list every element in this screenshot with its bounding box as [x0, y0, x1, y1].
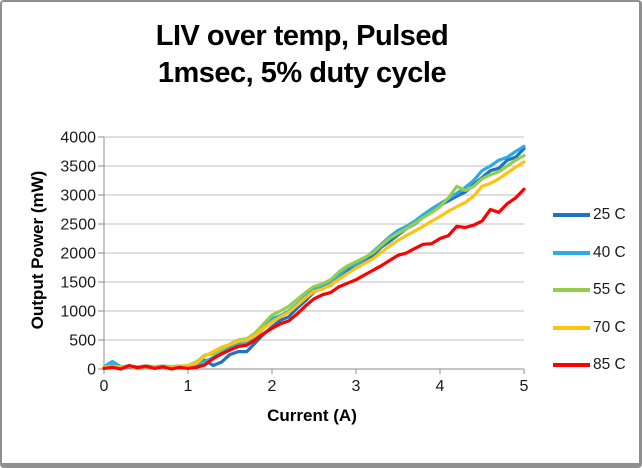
y-tick-label: 2500	[60, 217, 96, 234]
x-tick-label: 5	[520, 378, 529, 395]
series-line-85-c	[102, 187, 526, 371]
x-axis-title: Current (A)	[267, 406, 357, 425]
x-tick-label: 1	[184, 378, 193, 395]
series-line-40-c	[102, 144, 526, 369]
x-tick-label: 4	[436, 378, 445, 395]
x-tick-label: 2	[268, 378, 277, 395]
y-tick-label: 4000	[60, 130, 96, 147]
y-tick-label: 1000	[60, 304, 96, 321]
y-tick-label: 0	[87, 362, 96, 379]
series-line-55-c	[102, 154, 526, 369]
chart-title-line2: 1msec, 5% duty cycle	[157, 57, 447, 89]
x-tick-label: 3	[352, 378, 361, 395]
y-tick-label: 3500	[60, 159, 96, 176]
series-line-25-c	[102, 147, 526, 369]
x-tick-label: 0	[100, 378, 109, 395]
chart-title-line1: LIV over temp, Pulsed	[155, 20, 449, 52]
y-tick-label: 500	[69, 333, 96, 350]
y-tick-label: 1500	[60, 275, 96, 292]
y-tick-label: 3000	[60, 188, 96, 205]
chart-title: LIV over temp, Pulsed 1msec, 5% duty cyc…	[2, 18, 602, 92]
y-tick-label: 2000	[60, 246, 96, 263]
